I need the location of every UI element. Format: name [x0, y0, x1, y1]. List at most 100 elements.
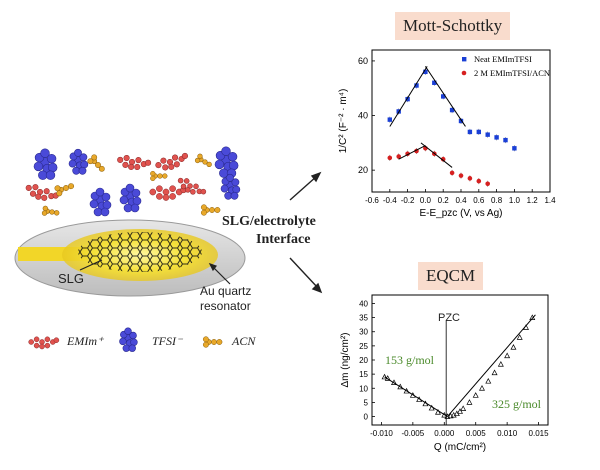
eqcm-y-tick-label: 5: [364, 398, 369, 407]
ion-cluster: [25, 146, 241, 217]
arrow-to-mott: [289, 175, 318, 201]
acn-molecule: [41, 205, 60, 216]
mott-x-tick-label: 1.0: [509, 196, 521, 205]
acn-molecule: [87, 154, 105, 172]
slg-pointer: [79, 259, 103, 271]
tfsi-molecule: [33, 148, 58, 180]
tfsi-molecule: [214, 146, 239, 178]
mott-point-acn: [485, 181, 491, 187]
mott-fit-line: [424, 66, 466, 127]
eqcm-x-axis-label: Q (mC/cm²): [434, 442, 486, 453]
interface-label-line1: SLG/electrolyte: [222, 214, 316, 229]
pzc-label: PZC: [438, 312, 460, 324]
eqcm-point: [497, 360, 504, 367]
mott-point-acn: [467, 176, 473, 181]
acn-molecule: [202, 336, 223, 348]
eqcm-point: [516, 334, 523, 340]
mott-point-neat: [494, 135, 499, 140]
acn-molecule: [54, 183, 75, 197]
mott-x-tick-label: 1.4: [544, 196, 556, 205]
mass-325-label: 325 g/mol: [492, 397, 542, 411]
interface-label-line2: Interface: [256, 232, 311, 247]
eqcm-chart: -0.010 -0.005 0.000 0.005 0.010 0.015 0 5 10 15 20…: [340, 294, 549, 453]
eqcm-fit-line: [384, 376, 448, 417]
mott-point-neat: [503, 137, 508, 143]
eqcm-point: [381, 373, 388, 380]
mott-schottky-title: Mott-Schottky: [395, 12, 511, 40]
mott-point-neat: [512, 146, 517, 151]
mott-point-neat: [441, 94, 446, 99]
emim-molecule: [177, 177, 207, 195]
mott-point-acn: [396, 154, 402, 159]
eqcm-point: [435, 409, 441, 415]
emim-molecule: [117, 154, 152, 171]
mott-point-neat: [414, 83, 419, 88]
mott-point-acn: [387, 155, 393, 161]
eqcm-y-tick-label: 35: [359, 314, 368, 323]
tfsi-molecule: [89, 187, 112, 217]
mott-schottky-chart: -0.6 -0.4 -0.2 0.0 0.2 0.4 0.6 0.8 1.0 1.2 1.4 20 40…: [338, 49, 556, 219]
eqcm-y-tick-label: 25: [359, 342, 368, 351]
eqcm-point: [391, 379, 397, 385]
eqcm-point: [457, 408, 463, 414]
eqcm-point: [416, 396, 423, 402]
mott-point-neat: [405, 96, 410, 102]
eqcm-y-tick-label: 10: [359, 384, 368, 393]
emim-molecule: [149, 185, 187, 201]
eqcm-title: EQCM: [418, 262, 484, 290]
molecule-legend: [28, 327, 223, 352]
legend-neat-marker: [462, 57, 467, 62]
flow-arrows: [289, 171, 323, 294]
eqcm-point: [523, 324, 529, 330]
mott-point-acn: [449, 170, 455, 176]
mott-point-neat: [449, 107, 455, 113]
eqcm-y-tick-label: 20: [359, 356, 368, 365]
acn-molecule: [194, 153, 212, 168]
eqcm-x-tick-label: 0.000: [434, 429, 455, 438]
mott-x-tick-label: 0.6: [473, 196, 485, 205]
mott-y-tick-label: 60: [358, 56, 368, 66]
eqcm-point: [409, 392, 416, 398]
mott-fit-line: [420, 142, 453, 168]
legend-acn-series-label: 2 M EMImTFSI/ACN: [474, 68, 550, 78]
mott-x-tick-label: 0.8: [491, 196, 503, 205]
mott-point-acn: [458, 173, 464, 178]
mott-x-tick-label: -0.6: [365, 196, 379, 205]
mass-153-label: 153 g/mol: [385, 353, 435, 367]
mott-x-tick-label: 0.2: [438, 196, 450, 205]
tfsi-molecule: [119, 183, 142, 213]
mott-point-neat: [476, 129, 481, 135]
eqcm-point: [422, 400, 429, 407]
eqcm-y-tick-label: 30: [359, 328, 368, 337]
resonator-illustration: [14, 219, 246, 297]
mott-y-tick-label: 40: [358, 111, 368, 121]
au-label-line1: Au quartz: [200, 284, 252, 298]
eqcm-y-tick-label: 0: [364, 413, 369, 422]
illustration-pointers: [79, 259, 231, 285]
mott-y-tick-label: 20: [358, 165, 368, 175]
graphene-lattice: [78, 232, 202, 272]
tfsi-molecule: [220, 173, 241, 200]
mott-x-tick-label: -0.2: [401, 196, 415, 205]
mott-x-tick-label: 1.2: [527, 196, 539, 205]
arrow-to-mott-head: [310, 171, 322, 183]
legend-acn-label: ACN: [232, 334, 256, 348]
mott-x-axis-label: E-E_pzc (V, vs Ag): [420, 208, 503, 219]
eqcm-point: [491, 369, 498, 376]
legend-emim-label: EMIm⁺: [67, 334, 104, 348]
eqcm-point: [504, 352, 511, 359]
legend-tfsi-label: TFSI⁻: [152, 334, 183, 348]
acn-molecule: [200, 204, 221, 216]
eqcm-point: [479, 385, 485, 391]
mott-point-acn: [440, 156, 446, 162]
eqcm-x-tick-label: -0.005: [402, 429, 425, 438]
eqcm-y-tick-label: 40: [359, 299, 368, 308]
slg-label: SLG: [58, 271, 85, 286]
mott-point-neat: [467, 129, 473, 135]
mott-point-neat: [458, 118, 464, 124]
tfsi-molecule: [68, 148, 89, 175]
eqcm-point: [444, 413, 451, 419]
eqcm-point: [428, 404, 435, 411]
eqcm-x-tick-label: 0.005: [466, 429, 487, 438]
